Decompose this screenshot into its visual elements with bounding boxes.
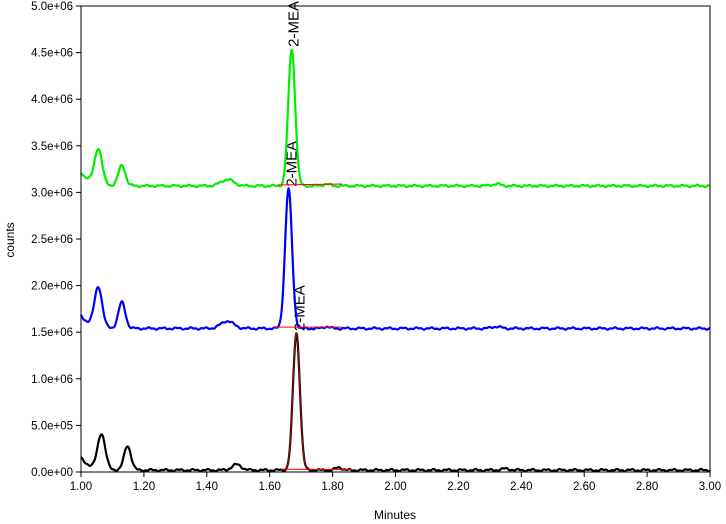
x-tick-label: 2.60 bbox=[573, 481, 595, 493]
x-axis-title: Minutes bbox=[374, 508, 416, 522]
y-tick-label: 4.5e+06 bbox=[31, 48, 73, 60]
y-tick-label: 4.0e+06 bbox=[31, 94, 73, 106]
plot-frame bbox=[80, 5, 711, 473]
x-tick-label: 2.80 bbox=[636, 481, 658, 493]
x-tick-label: 1.80 bbox=[321, 481, 343, 493]
y-tick-label: 2.0e+06 bbox=[31, 281, 73, 293]
y-tick-label: 0.0e+00 bbox=[31, 467, 73, 479]
x-tick-label: 1.00 bbox=[70, 481, 92, 493]
y-tick-label: 3.0e+06 bbox=[31, 187, 73, 199]
y-axis-title: counts bbox=[3, 222, 17, 257]
integration-baseline bbox=[277, 183, 343, 186]
y-tick-label: 1.5e+06 bbox=[31, 327, 73, 339]
series-line bbox=[80, 48, 711, 189]
y-tick-label: 3.5e+06 bbox=[31, 141, 73, 153]
x-tick-label: 2.40 bbox=[510, 481, 532, 493]
y-tick-label: 5.0e+05 bbox=[31, 420, 73, 432]
y-tick-label: 5.0e+06 bbox=[31, 1, 73, 13]
x-tick-label: 2.00 bbox=[384, 481, 406, 493]
series-line bbox=[80, 332, 711, 473]
y-tick-label: 1.0e+06 bbox=[31, 374, 73, 386]
peak-label: 2-MEA bbox=[285, 1, 302, 47]
x-tick-label: 1.40 bbox=[196, 481, 218, 493]
x-tick-label: 1.20 bbox=[133, 481, 155, 493]
axes-layer: 1.00 1.20 1.40 1.60 1.80 2.00 2.20 2.40 2.60 2.80… bbox=[31, 1, 721, 493]
x-tick-label: 1.60 bbox=[259, 481, 281, 493]
y-tick-label: 2.5e+06 bbox=[31, 234, 73, 246]
series-line bbox=[80, 187, 711, 331]
x-tick-label: 2.20 bbox=[447, 481, 469, 493]
fitted-peak-curve bbox=[282, 332, 311, 471]
x-tick-label: 3.00 bbox=[699, 481, 721, 493]
